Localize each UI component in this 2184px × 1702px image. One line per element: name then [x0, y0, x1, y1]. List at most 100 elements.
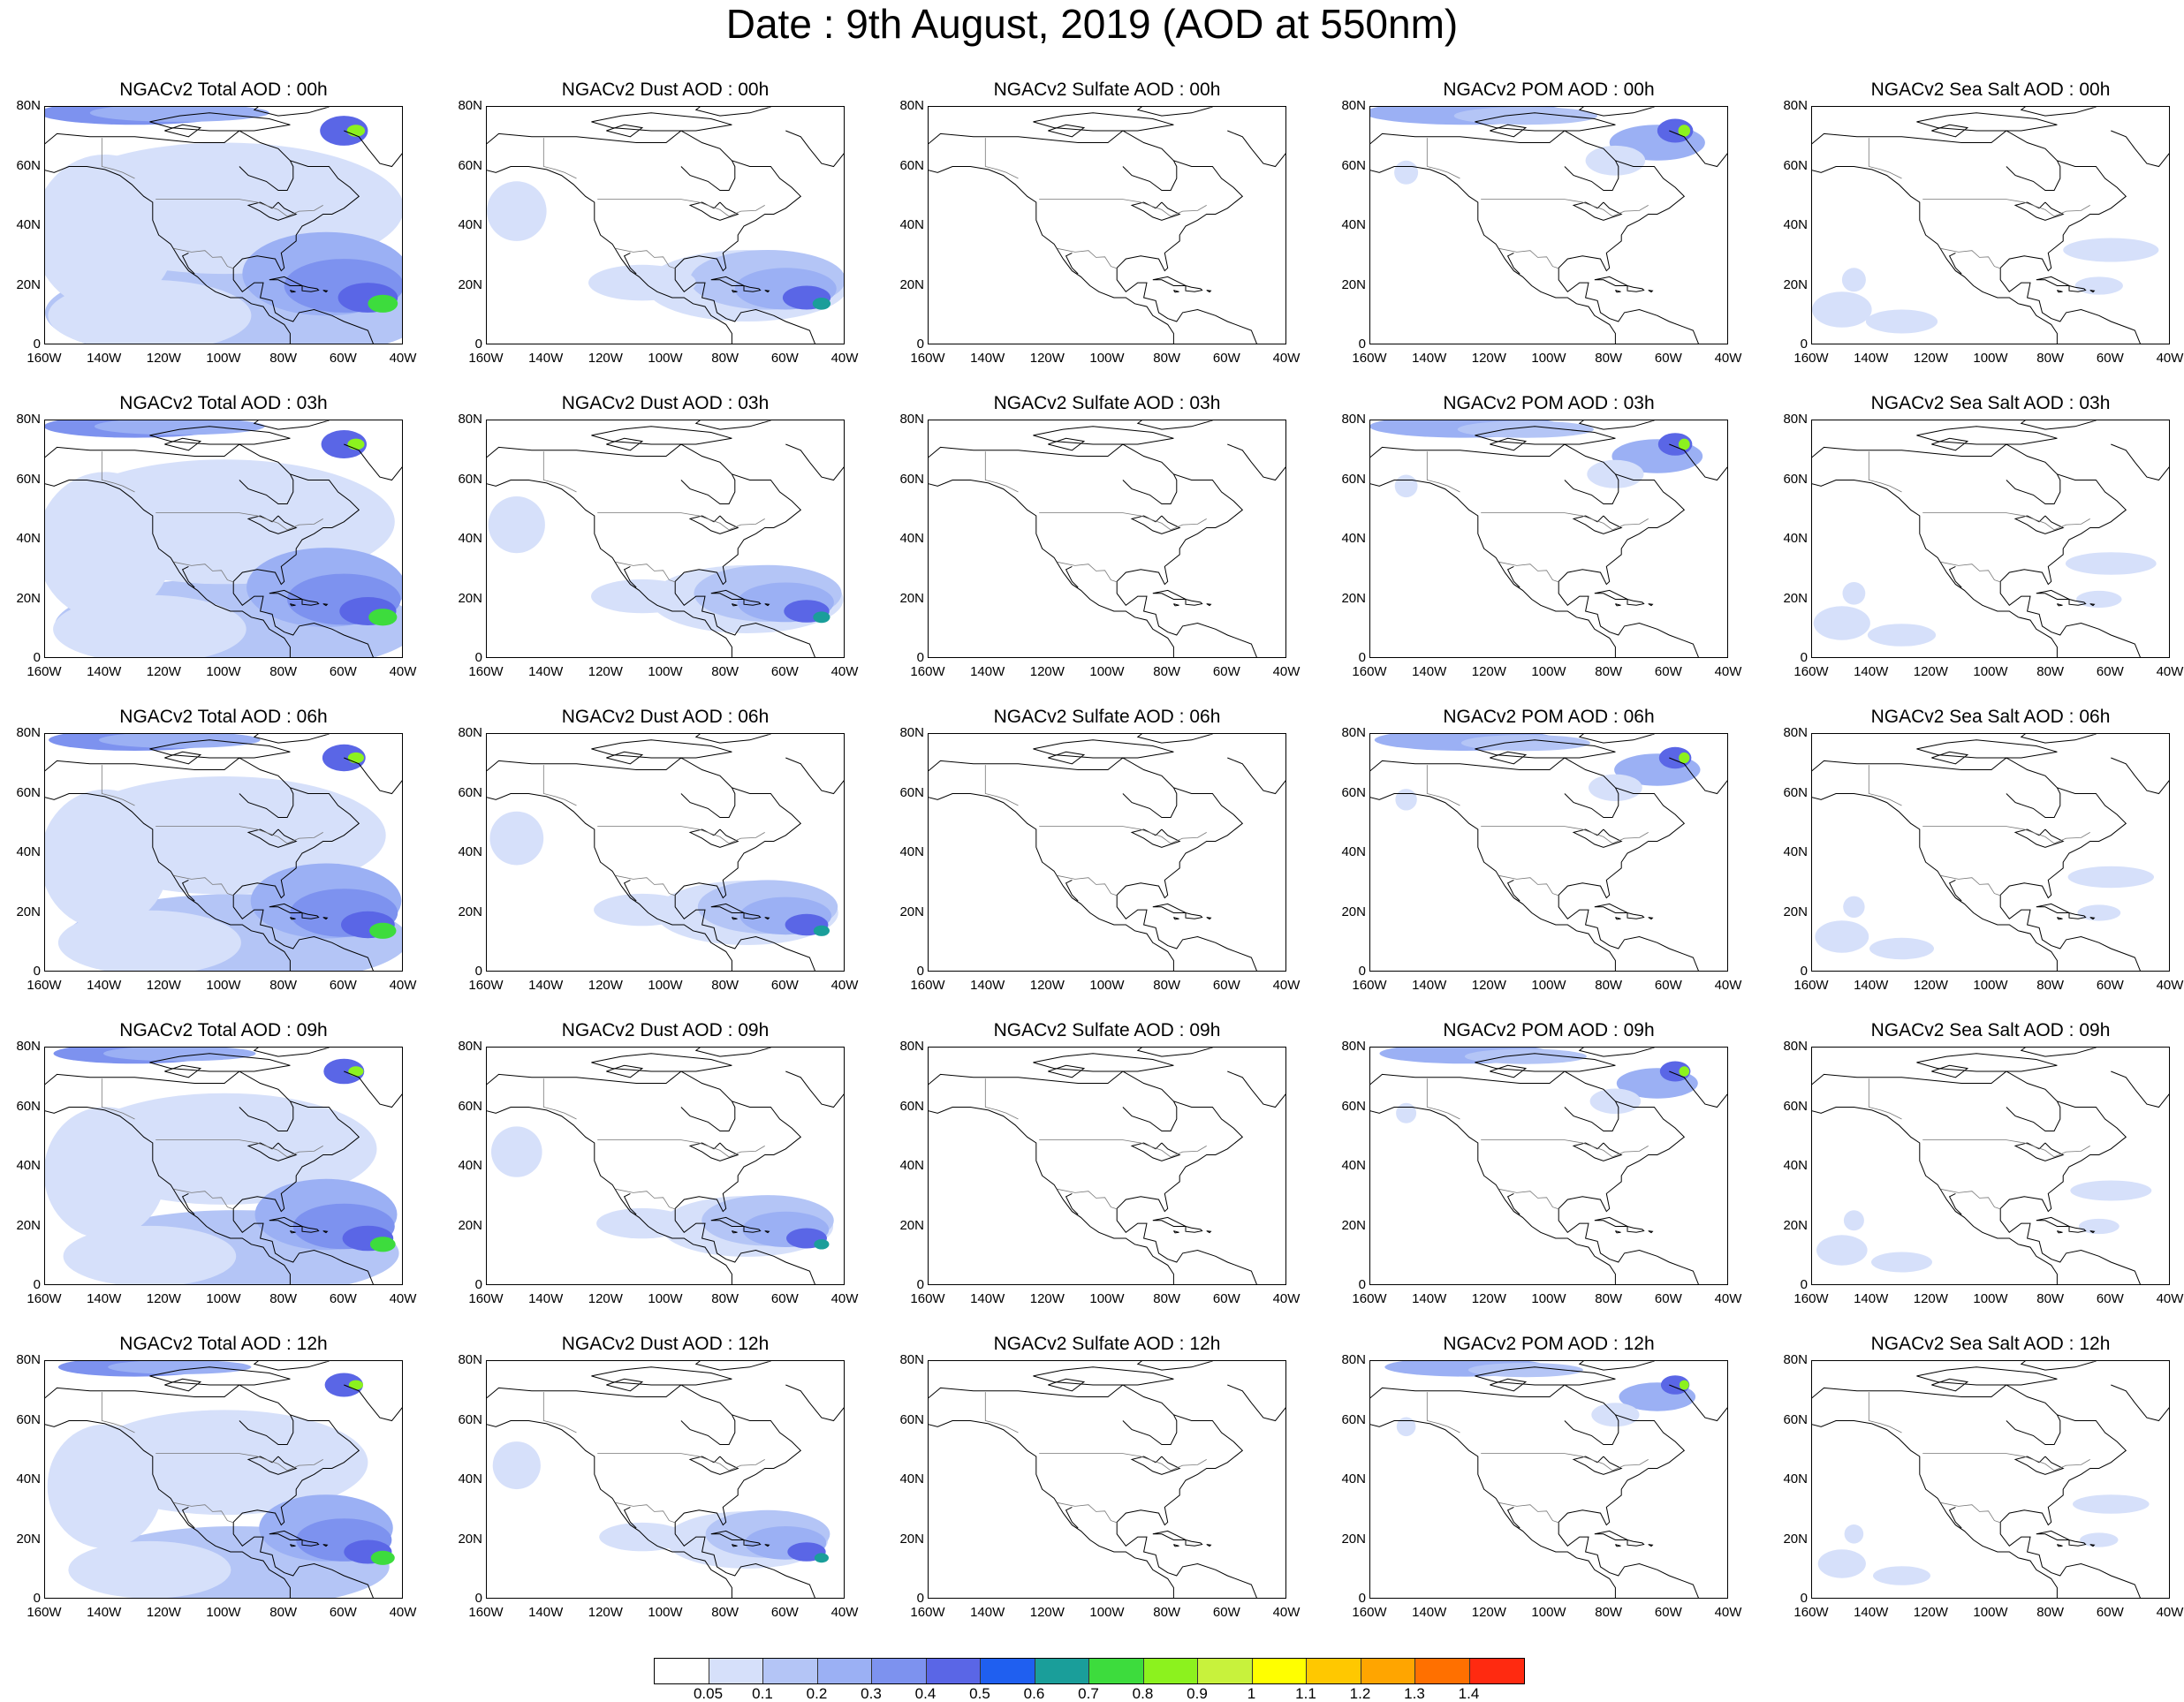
map-panel: NGACv2 Dust AOD : 06h 80N 60N 40N 20N 0 160W 14… [442, 707, 866, 1007]
aod-field [1871, 1252, 1932, 1273]
colorbar-label: 1.1 [1295, 1685, 1316, 1702]
map-canvas [45, 107, 402, 344]
y-tick-label: 40N [458, 217, 482, 232]
coastline [694, 1048, 771, 1057]
x-tick-label: 160W [910, 978, 945, 993]
aod-field [48, 279, 252, 344]
coastline [2036, 1530, 2070, 1540]
coastline [1048, 437, 1086, 451]
coastline [591, 739, 732, 759]
x-tick-label: 160W [27, 1291, 62, 1306]
y-tick-label: 0 [33, 650, 41, 665]
coastline [1948, 879, 1962, 902]
x-tick-label: 100W [206, 1605, 241, 1620]
country-border [615, 1188, 676, 1210]
x-tick-label: 140W [970, 1605, 1005, 1620]
x-tick-label: 100W [1973, 664, 2008, 679]
x-tick-label: 140W [1412, 1291, 1447, 1306]
x-tick-label: 60W [1654, 978, 1682, 993]
coastline [1627, 912, 1645, 919]
coastline [45, 757, 374, 971]
y-tick-label: 60N [1783, 784, 1808, 800]
aod-field [1679, 1380, 1689, 1390]
aod-field [1869, 937, 1934, 960]
y-tick-label: 60N [1783, 471, 1808, 487]
coastline [694, 1361, 771, 1371]
y-tick-label: 80N [16, 1352, 41, 1367]
coastline [1206, 1544, 1212, 1547]
aod-field [814, 1553, 829, 1563]
country-border [173, 1188, 234, 1210]
coastline [591, 426, 732, 445]
x-tick-label: 100W [206, 1291, 241, 1306]
panel-title: NGACv2 Sea Salt AOD : 09h [1870, 1020, 2111, 1040]
y-tick-label: 40N [458, 1471, 482, 1486]
country-border [101, 1392, 135, 1433]
coastline [2013, 1456, 2065, 1475]
coastline [1065, 565, 1079, 588]
coastline [1812, 1107, 2058, 1284]
x-tick-label: 100W [1089, 1605, 1125, 1620]
x-tick-label: 120W [146, 351, 181, 366]
coastline [606, 751, 644, 765]
map-frame [1811, 420, 2170, 658]
x-tick-label: 60W [1212, 1605, 1240, 1620]
coastline [1185, 285, 1203, 292]
x-tick-label: 120W [1029, 978, 1065, 993]
y-tick-label: 0 [474, 1591, 482, 1606]
country-border [1039, 512, 1207, 531]
coastline [731, 1230, 738, 1234]
coastline [1812, 1070, 2141, 1284]
y-tick-label: 0 [916, 337, 924, 352]
coastline [181, 1506, 195, 1529]
x-tick-label: 40W [1714, 351, 1742, 366]
y-tick-label: 20N [1341, 276, 1366, 292]
aod-field [814, 1239, 830, 1250]
coastline [1370, 166, 1616, 344]
coastline [2006, 160, 2061, 191]
country-border [1498, 247, 1559, 269]
panel-title: NGACv2 Sea Salt AOD : 00h [1870, 79, 2111, 100]
y-tick-label: 0 [916, 964, 924, 979]
coastline [606, 1064, 644, 1078]
coastline [2068, 1226, 2087, 1233]
x-tick-label: 80W [1153, 664, 1181, 679]
x-tick-label: 120W [1471, 664, 1506, 679]
map-frame [1811, 733, 2170, 972]
map-frame [928, 420, 1286, 658]
aod-field [591, 579, 694, 614]
coastline [1564, 787, 1619, 818]
map-canvas [1812, 1048, 2169, 1284]
coastline [1227, 1384, 1285, 1422]
x-tick-label: 40W [389, 1291, 417, 1306]
coastline [1370, 130, 1699, 344]
aod-field [103, 1048, 256, 1062]
coastline [1572, 515, 1623, 534]
coastline [1130, 1142, 1181, 1161]
x-tick-label: 140W [528, 1291, 564, 1306]
coastline [1185, 1226, 1203, 1233]
x-tick-label: 60W [770, 664, 799, 679]
coastline [929, 480, 1174, 657]
coastline [1152, 1530, 1187, 1540]
y-tick-label: 40N [1341, 1158, 1366, 1173]
colorbar-swatch [1307, 1659, 1361, 1683]
country-border [101, 138, 135, 179]
x-tick-label: 140W [1854, 351, 1889, 366]
x-tick-label: 100W [1089, 664, 1125, 679]
coastline [2068, 1539, 2087, 1547]
y-tick-label: 60N [1783, 157, 1808, 173]
aod-field [491, 1126, 542, 1177]
x-tick-label: 60W [770, 1605, 799, 1620]
x-tick-label: 100W [648, 1291, 683, 1306]
country-border [1498, 1188, 1559, 1210]
panel-title: NGACv2 Total AOD : 12h [119, 1334, 328, 1354]
map-panel: NGACv2 Sea Salt AOD : 09h 80N 60N 40N 20N 0 16… [1767, 1020, 2184, 1320]
panel-title: NGACv2 Sulfate AOD : 06h [993, 707, 1221, 727]
coastline [45, 1107, 291, 1284]
y-tick-label: 80N [16, 98, 41, 113]
y-tick-label: 0 [474, 1277, 482, 1292]
x-tick-label: 40W [1714, 1291, 1742, 1306]
coastline [487, 1107, 732, 1284]
y-tick-label: 40N [1783, 531, 1808, 546]
